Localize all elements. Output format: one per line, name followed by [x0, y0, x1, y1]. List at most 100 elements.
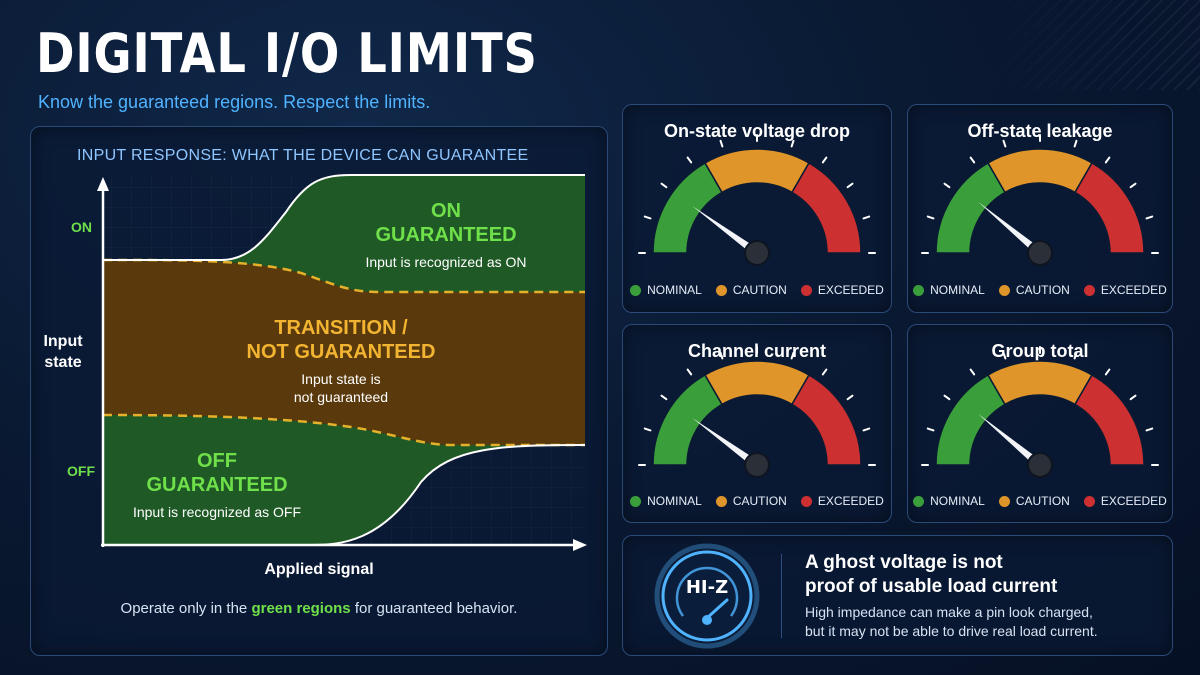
divider — [781, 554, 782, 638]
response-curve-lower — [310, 444, 586, 546]
footnote-highlight: green regions — [251, 600, 351, 617]
legend-nominal: NOMINAL — [913, 494, 985, 508]
legend-caution: CAUTION — [715, 494, 787, 508]
footnote: Operate only in the green regions for gu… — [31, 600, 607, 617]
x-axis-arrow — [573, 539, 587, 551]
exceeded-band — [1073, 373, 1145, 466]
off-region-label: OFF GUARANTEED Input is recognized as OF… — [117, 449, 317, 521]
gauge-title: Off-state leakage — [967, 121, 1113, 141]
legend-label: CAUTION — [732, 283, 787, 297]
legend-exceeded: EXCEEDED — [800, 494, 884, 508]
gauge-tick — [821, 156, 828, 164]
gauge-tick — [660, 394, 668, 401]
legend-label: CAUTION — [1015, 494, 1070, 508]
gauge-tick — [719, 139, 724, 148]
gauge-hub — [744, 240, 770, 266]
gauge-hub — [1027, 452, 1053, 478]
gauge-legend: NOMINAL CAUTION EXCEEDED — [623, 283, 891, 297]
tick-off: OFF — [67, 463, 95, 479]
caution-band — [986, 360, 1094, 406]
page-title: DIGITAL I/O LIMITS — [36, 22, 538, 85]
gauge-tick — [1129, 394, 1137, 401]
gauge-dial — [921, 134, 1159, 266]
gauge-tick — [643, 427, 652, 432]
nominal-dot — [913, 495, 925, 507]
legend-caution: CAUTION — [998, 494, 1070, 508]
transition-region — [103, 259, 585, 445]
legend-label: EXCEEDED — [1100, 494, 1167, 508]
caution-dot — [715, 284, 727, 296]
exceeded-dot — [800, 284, 812, 296]
transition-region-desc: Input state is not guaranteed — [293, 371, 389, 405]
caution-dot — [998, 284, 1010, 296]
exceeded-band — [790, 161, 862, 254]
nominal-dot — [630, 495, 642, 507]
legend-exceeded: EXCEEDED — [1083, 494, 1167, 508]
exceeded-dot — [1083, 284, 1095, 296]
gauge-tick — [969, 156, 976, 164]
nominal-dot — [630, 284, 642, 296]
y-axis-label: Input state — [43, 333, 83, 371]
gauge-legend: NOMINAL CAUTION EXCEEDED — [908, 494, 1172, 508]
legend-label: NOMINAL — [647, 494, 702, 508]
gauge-tick — [943, 394, 951, 401]
legend-label: NOMINAL — [647, 283, 702, 297]
gauge-tick — [643, 215, 652, 220]
on-region-label: ON GUARANTEED Input is recognized as ON — [331, 199, 561, 271]
gauge-title: On-state voltage drop — [663, 121, 851, 141]
gauge-hub — [1027, 240, 1053, 266]
gauge-dial — [921, 346, 1159, 478]
caution-band — [986, 148, 1094, 194]
off-region-desc: Input is recognized as OFF — [132, 504, 302, 520]
legend-label: EXCEEDED — [817, 283, 884, 297]
hi-z-headline: A ghost voltage is not proof of usable l… — [805, 552, 1058, 597]
exceeded-band — [1073, 161, 1145, 254]
legend-caution: CAUTION — [715, 283, 787, 297]
caution-dot — [998, 495, 1010, 507]
tick-on: ON — [71, 219, 92, 235]
gauge-legend: NOMINAL CAUTION EXCEEDED — [623, 494, 891, 508]
gauge-tick — [1145, 427, 1154, 432]
legend-nominal: NOMINAL — [630, 494, 702, 508]
nominal-band — [652, 161, 724, 254]
gauge-tick — [1104, 368, 1111, 376]
gauge-tick — [862, 215, 871, 220]
on-region-title: ON GUARANTEED — [375, 200, 517, 246]
gauge-tick — [790, 139, 795, 148]
gauge-tick — [846, 394, 854, 401]
gauge-tick — [1145, 215, 1154, 220]
legend-label: NOMINAL — [930, 494, 985, 508]
footnote-suffix: for guaranteed behavior. — [350, 600, 518, 617]
hi-z-gauge-icon: HI-Z — [654, 543, 760, 649]
legend-label: CAUTION — [732, 494, 787, 508]
decorative-stripes — [970, 0, 1200, 90]
caution-dot — [715, 495, 727, 507]
exceeded-dot — [1083, 495, 1095, 507]
gauge-tick — [1073, 351, 1078, 360]
page-subtitle: Know the guaranteed regions. Respect the… — [38, 92, 431, 112]
off-threshold-line — [102, 413, 585, 447]
gauge-needle — [978, 414, 1043, 469]
gauge-hub — [744, 452, 770, 478]
legend-exceeded: EXCEEDED — [1083, 283, 1167, 297]
y-axis-arrow — [97, 177, 109, 191]
on-region-desc: Input is recognized as ON — [365, 254, 527, 270]
off-region-title: OFF GUARANTEED — [146, 450, 288, 496]
gauge-tick — [1002, 139, 1007, 148]
gauge-card-on-state-voltage-drop: On-state voltage drop NOMINAL CAUTION EX… — [622, 104, 892, 313]
input-response-diagram — [97, 174, 587, 551]
response-curve-upper — [103, 174, 585, 261]
transition-region-label: TRANSITION / NOT GUARANTEED Input state … — [211, 316, 471, 406]
hi-z-body: High impedance can make a pin look charg… — [805, 604, 1098, 639]
nominal-band — [935, 161, 1007, 254]
on-threshold-line — [102, 258, 585, 294]
gauge-tick — [821, 368, 828, 376]
gauge-tick — [862, 427, 871, 432]
gauge-tick — [1104, 156, 1111, 164]
nominal-dot — [913, 284, 925, 296]
legend-label: CAUTION — [1015, 283, 1070, 297]
gauge-tick — [1073, 139, 1078, 148]
on-guaranteed-region — [103, 175, 585, 292]
gauge-tick — [790, 351, 795, 360]
gauge-dial — [638, 346, 876, 478]
